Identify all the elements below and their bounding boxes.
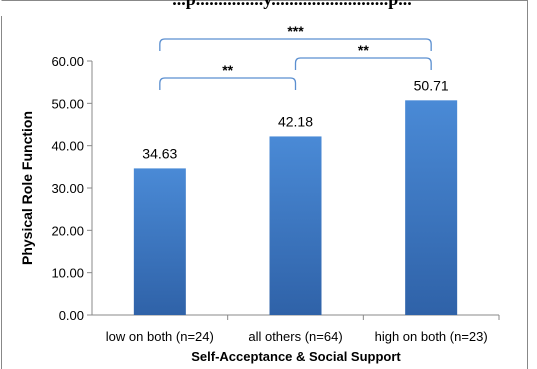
bar — [405, 100, 458, 315]
x-axis-label: Self-Acceptance & Social Support — [191, 349, 401, 364]
bars — [133, 100, 458, 315]
significance-label: ** — [358, 42, 369, 58]
significance-bracket — [159, 77, 297, 90]
significance-bracket — [159, 38, 432, 51]
data-label: 34.63 — [142, 145, 177, 161]
y-tick-label: 60.00 — [51, 54, 84, 69]
y-tick-label: 50.00 — [51, 96, 84, 111]
y-tick-label: 10.00 — [51, 266, 84, 281]
chart-title: ...p...............y....................… — [172, 0, 412, 9]
y-axis-ticks: 0.00 10.00 20.00 30.00 40.00 50.00 60.00 — [51, 54, 500, 323]
y-tick-label: 20.00 — [51, 223, 84, 238]
significance-brackets: ******* — [159, 23, 432, 90]
data-label: 42.18 — [278, 113, 313, 129]
y-tick-label: 0.00 — [59, 308, 84, 323]
significance-bracket — [294, 57, 432, 70]
category-label: all others (n=64) — [248, 329, 342, 344]
category-label: low on both (n=24) — [106, 329, 214, 344]
y-tick-label: 40.00 — [51, 139, 84, 154]
data-labels: 34.63 42.18 50.71 — [142, 77, 449, 161]
category-label: high on both (n=23) — [375, 329, 488, 344]
bar — [133, 168, 186, 315]
significance-label: ** — [222, 62, 233, 78]
data-label: 50.71 — [414, 77, 449, 93]
category-labels: low on both (n=24) all others (n=64) high … — [106, 329, 488, 344]
bar — [269, 136, 322, 315]
y-axis-label: Physical Role Function — [19, 111, 35, 265]
significance-label: *** — [287, 23, 304, 39]
y-tick-label: 30.00 — [51, 181, 84, 196]
